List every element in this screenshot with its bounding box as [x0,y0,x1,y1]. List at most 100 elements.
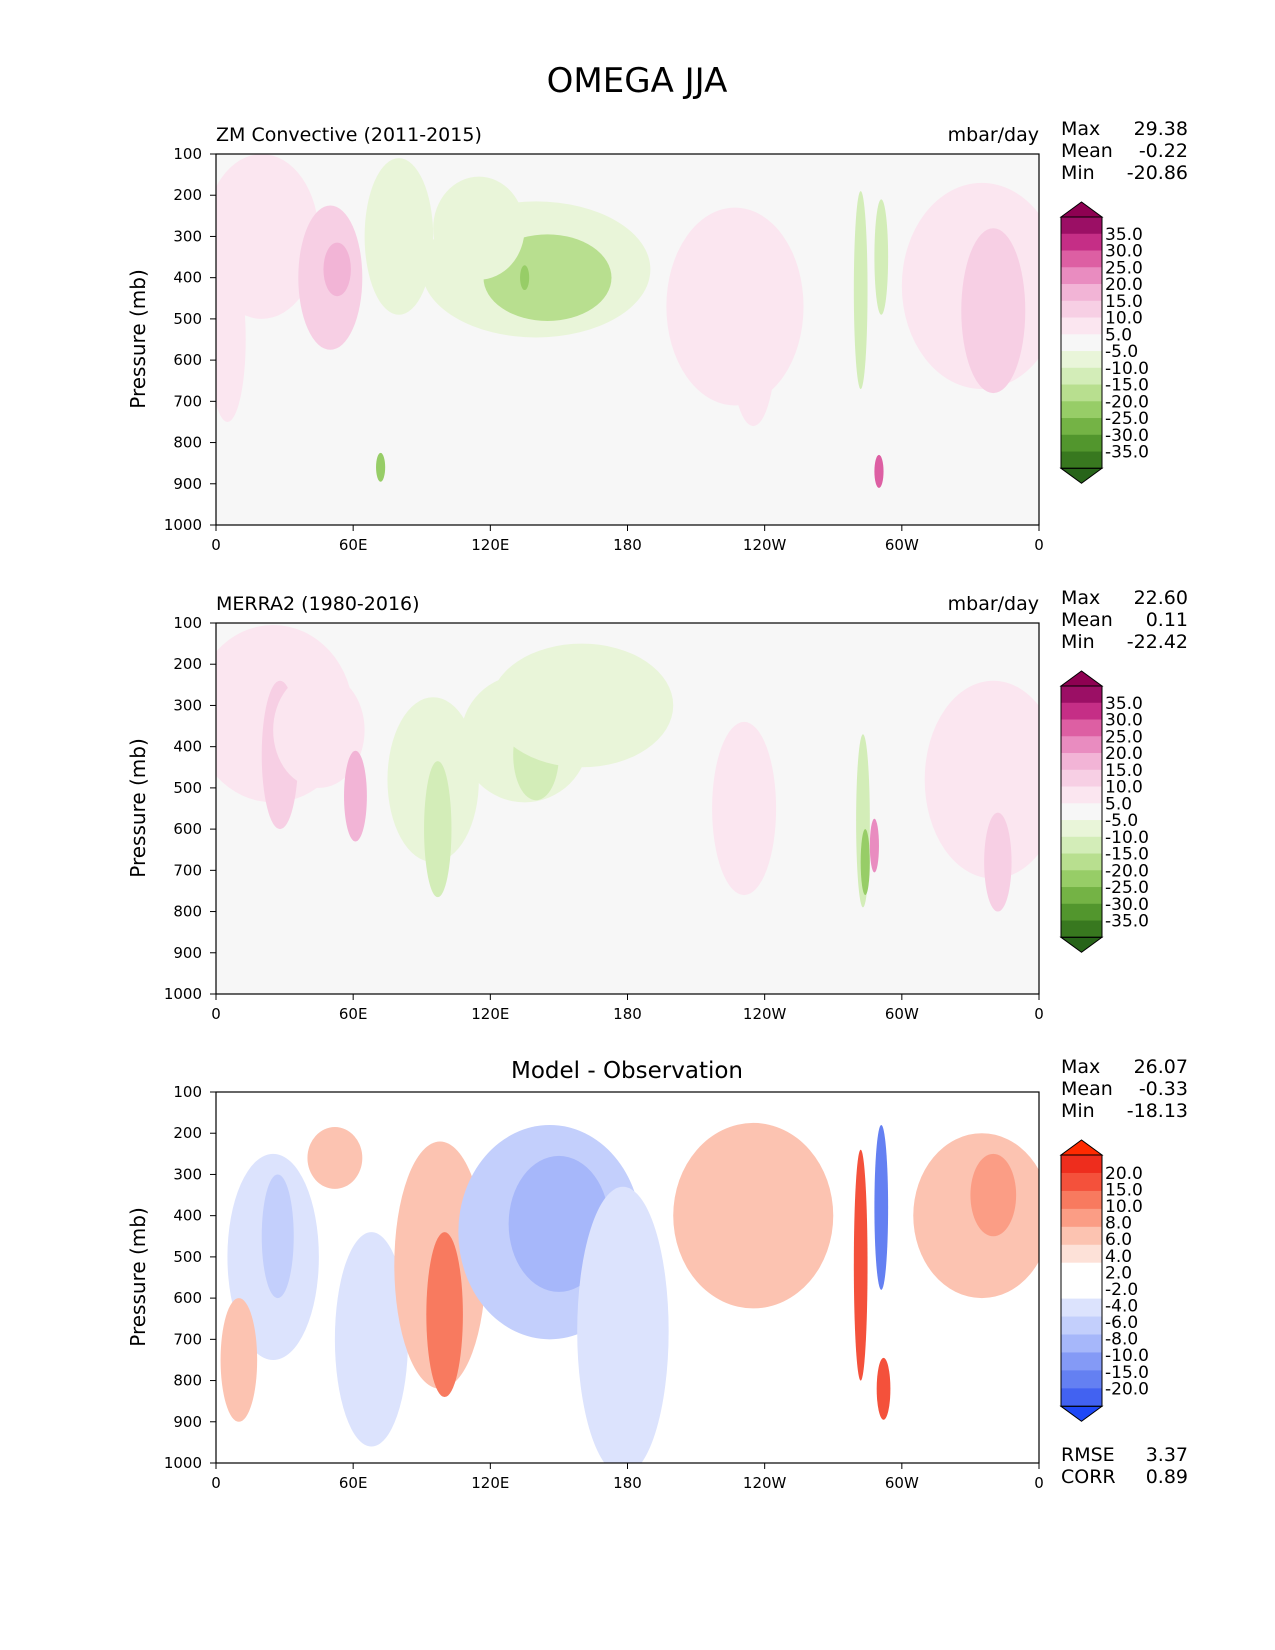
colorbar-segment [1061,1298,1102,1318]
panel-diff: Model - Observation Pressure (mb) 100 200… [126,1056,1188,1492]
colorbar-segment [1061,1334,1102,1353]
units-ref: mbar/day [948,593,1039,615]
colorbar-label: -2.0 [1105,1280,1138,1300]
y-tick-label: 400 [173,1207,202,1225]
colorbar-segment [1061,1155,1102,1174]
panel-title-test: ZM Convective (2011-2015) [216,124,482,146]
colorbar-label: 30.0 [1105,711,1143,731]
stat-mean-label: Mean [1061,609,1113,631]
contour-cell-4 [334,1232,409,1447]
y-tick-label: 300 [173,227,202,245]
colorbar-segment [1061,1316,1102,1335]
ylabel-ref: Pressure (mb) [126,738,150,878]
y-tick-label: 300 [173,1165,202,1183]
colorbar-top-arrow [1059,1139,1104,1156]
colorbar-label: -5.0 [1105,342,1138,362]
x-tick-label: 120E [471,1005,509,1023]
y-ticks-test: 100 200 300 400 500 600 700 800 900 1000 [164,145,216,534]
y-tick-label: 800 [173,903,202,921]
colorbar-segment [1061,736,1102,754]
colorbar-segment [1061,853,1102,871]
y-tick-label: 700 [173,392,202,410]
colorbar-segment [1061,1244,1102,1264]
stat-max-value: 22.60 [1134,587,1188,609]
contour-cell-3 [307,1127,363,1189]
stat-max-value: 29.38 [1134,118,1188,140]
stat-min-label: Min [1061,1100,1095,1122]
colorbar-segment [1061,351,1102,369]
colorbar-segment [1061,384,1102,402]
contour-cell-12 [874,1124,889,1290]
contour-cell-4 [364,158,434,315]
colorbar-segment [1061,401,1102,419]
colorbar-label: 20.0 [1105,744,1143,764]
colorbar-label: 15.0 [1105,761,1143,781]
colorbar-segment [1061,903,1102,922]
colorbar-label: 30.0 [1105,242,1143,262]
colorbar-label: 10.0 [1105,309,1143,329]
x-tick-label: 120W [743,1474,787,1492]
x-tick-label: 0 [211,1474,221,1492]
y-tick-label: 400 [173,738,202,756]
contour-cell-10 [673,1122,834,1309]
x-tick-label: 0 [1034,536,1044,554]
stat-min-label: Min [1061,631,1095,653]
colorbar-label: -30.0 [1105,426,1149,446]
colorbar-segment [1061,887,1102,905]
colorbar-label: -6.0 [1105,1313,1138,1333]
colorbar-label: 35.0 [1105,225,1143,245]
colorbar-segment [1061,1352,1102,1371]
colorbar-frame [1060,1154,1103,1407]
stat-min-value: -22.42 [1127,631,1188,653]
colorbar-segment [1061,753,1102,771]
y-tick-label: 500 [173,310,202,328]
y-tick-label: 900 [173,944,202,962]
colorbar-top-arrow [1059,201,1104,218]
contour-cell-9 [712,721,777,896]
y-tick-label: 200 [173,186,202,204]
colorbar-segment [1061,250,1102,268]
y-tick-label: 800 [173,1372,202,1390]
x-tick-label: 60W [885,1005,919,1023]
y-tick-label: 600 [173,1289,202,1307]
plot-area-test [216,154,1039,525]
contour-cell-2 [323,242,351,297]
contour-cell-12 [853,191,868,389]
y-tick-label: 300 [173,696,202,714]
contour-cell-8 [490,643,674,768]
plot-area-ref [216,623,1039,994]
colorbar-segment [1061,1370,1102,1389]
colorbar-segment [1061,1226,1102,1246]
ylabel-diff: Pressure (mb) [126,1207,150,1347]
colorbar-label: -10.0 [1105,1346,1149,1366]
colorbar-segment [1061,820,1102,838]
y-tick-label: 800 [173,434,202,452]
y-tick-label: 900 [173,475,202,493]
y-tick-label: 600 [173,820,202,838]
contour-cell-14 [984,812,1012,912]
colorbar-segment [1061,418,1102,436]
contour-cell-7 [520,265,530,291]
x-tick-label: 120W [743,1005,787,1023]
colorbar-label: 20.0 [1105,1164,1143,1184]
contour-cell-0 [216,154,319,319]
colorbar-segment [1061,1208,1102,1228]
colorbar-segment [1061,920,1102,938]
colorbar-diff: 20.015.010.08.06.04.02.0-2.0-4.0-6.0-8.0… [1059,1139,1149,1422]
contour-cell-13 [924,680,1039,879]
x-tick-label: 60E [339,1005,368,1023]
contour-cell-11 [860,829,870,896]
y-ticks-diff: 100 200 300 400 500 600 700 800 900 1000 [164,1083,216,1472]
y-tick-label: 1000 [164,985,202,1003]
colorbar-label: -35.0 [1105,912,1149,932]
contour-cell-8 [433,176,525,280]
colorbar-segment [1061,233,1102,252]
colorbar-test: 35.030.025.020.015.010.05.0-5.0-10.0-15.… [1059,201,1149,484]
colorbar-label: -20.0 [1105,392,1149,412]
y-ticks-ref: 100 200 300 400 500 600 700 800 900 1000 [164,614,216,1003]
x-tick-label: 60E [339,536,368,554]
colorbar-bottom-arrow [1059,936,1104,953]
colorbar-label: 5.0 [1105,794,1132,814]
contour-cell-13 [876,1357,891,1420]
colorbar-label: -8.0 [1105,1330,1138,1350]
